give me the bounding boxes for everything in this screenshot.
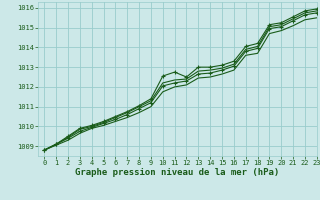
X-axis label: Graphe pression niveau de la mer (hPa): Graphe pression niveau de la mer (hPa) [76,168,280,177]
